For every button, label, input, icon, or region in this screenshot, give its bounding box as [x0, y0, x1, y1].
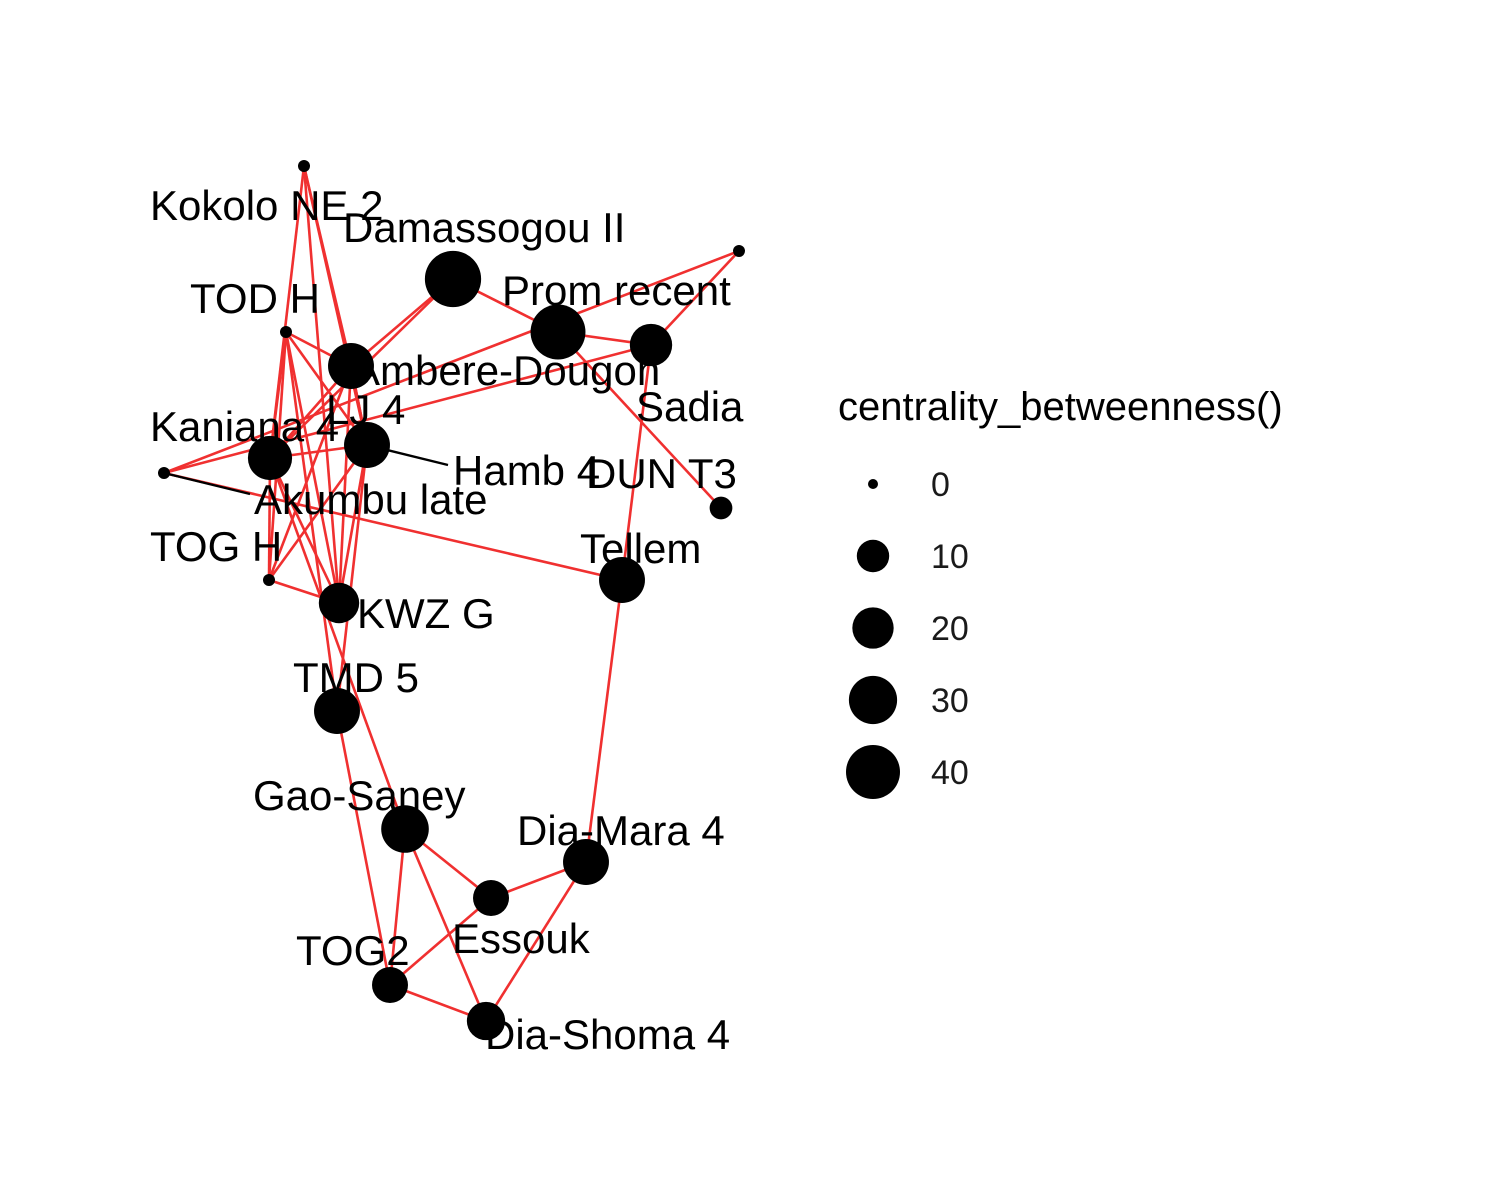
node-tmd5 [314, 688, 360, 734]
legend-title: centrality_betweenness() [838, 385, 1283, 429]
node-gaosaney [381, 805, 429, 853]
node-todh [280, 326, 292, 338]
node-label-prom: Prom recent [502, 267, 731, 314]
legend-label-30: 30 [931, 682, 969, 720]
legend-key-20 [852, 607, 894, 649]
node-lj4 [344, 422, 390, 468]
edge-sadia-akumbu [163, 249, 740, 475]
node-tellem [599, 557, 645, 603]
edge-gaosaney-diashoma [403, 828, 488, 1022]
node-label-kaniana: Kaniana 4 [150, 403, 339, 450]
legend-label-40: 40 [931, 754, 969, 792]
node-label-kwzg: KWZ G [357, 590, 495, 637]
edge-ambere-kwzg [337, 365, 353, 604]
node-damassogou [424, 250, 482, 308]
edge-todh-lj4 [284, 331, 369, 446]
node-sadia_node [629, 323, 673, 367]
legend-key-0 [868, 479, 878, 489]
node-sadia [733, 245, 745, 257]
node-label-akumbu: Akumbu late [254, 476, 487, 523]
node-label-damassogou: Damassogou II [343, 204, 625, 251]
node-label-sadia: Sadia [636, 383, 744, 430]
node-label-hamb: Hamb 4 [453, 447, 600, 494]
node-label-togh: TOG H [150, 523, 282, 570]
legend-label-10: 10 [931, 538, 969, 576]
edge-gaosaney-tog2 [388, 828, 407, 986]
node-label-diamara: Dia-Mara 4 [517, 807, 725, 854]
node-label-tellem: Tellem [580, 525, 701, 572]
legend-key-30 [848, 675, 898, 725]
leader-akumbu [163, 471, 251, 496]
edge-ambere-togh [267, 365, 353, 581]
nodes-layer [158, 160, 745, 1041]
legend-key-10 [856, 539, 890, 573]
edge-kokolo-kwzg [302, 165, 341, 604]
edge-tellem-diamara [584, 579, 624, 863]
edge-sadia_node-tellem [620, 344, 653, 581]
node-label-kokolo: Kokolo NE 2 [150, 182, 383, 229]
node-label-lj4: LJ 4 [326, 386, 405, 433]
node-tog2 [372, 967, 408, 1003]
edge-essouk-tog2 [389, 897, 492, 986]
legend-key-40 [846, 745, 900, 799]
node-diashoma [466, 1001, 506, 1041]
node-diamara [563, 839, 609, 885]
node-label-tmd5: TMD 5 [293, 654, 419, 701]
edge-sadia_node-akumbu [163, 343, 652, 475]
node-label-tog2: TOG2 [296, 927, 410, 974]
legend-label-0: 0 [931, 466, 950, 504]
legend-label-20: 20 [931, 610, 969, 648]
node-ambere [328, 343, 374, 389]
node-kaniana [247, 435, 293, 481]
size-legend: centrality_betweenness() 0 10 20 30 40 [838, 385, 1283, 799]
edge-lj4-togh [267, 444, 369, 581]
node-essouk [473, 880, 509, 916]
node-label-gaosaney: Gao-Saney [253, 772, 465, 819]
edge-diamara-diashoma [484, 861, 588, 1022]
node-akumbu [158, 467, 170, 479]
edge-sadia-sadia_node [650, 250, 740, 346]
node-prom [530, 304, 586, 360]
edge-lj4-tmd5 [335, 444, 369, 712]
node-label-diashoma: Dia-Shoma 4 [485, 1011, 730, 1058]
node-label-ambere: Ambere-Dougon [352, 347, 660, 394]
node-label-dun: DUN T3 [586, 450, 737, 497]
edge-kaniana-gaosaney [268, 457, 407, 830]
edge-tmd5-tog2 [335, 710, 392, 986]
node-label-todh: TOD H [190, 275, 320, 322]
node-kwzg [318, 582, 360, 624]
node-togh [263, 574, 275, 586]
node-label-essouk: Essouk [452, 915, 591, 962]
legend-keys: 0 10 20 30 40 [846, 466, 969, 799]
node-kokolo [298, 160, 310, 172]
edge-lj4-kwzg [337, 444, 369, 604]
node-dun [709, 496, 733, 520]
